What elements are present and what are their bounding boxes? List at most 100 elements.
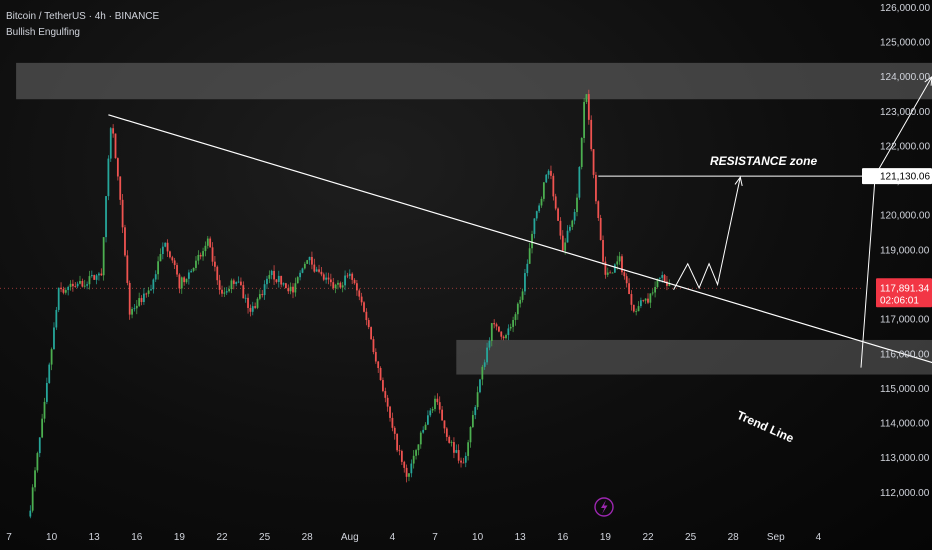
candle-body [60, 287, 62, 290]
candle-body [467, 442, 470, 456]
candle-body [528, 248, 531, 264]
candle-body [38, 437, 41, 454]
price-tick-label: 126,000.00 [880, 3, 930, 14]
date-tick-label: 7 [432, 532, 438, 543]
candle-body [550, 170, 552, 176]
candle-body [573, 212, 576, 221]
candle-body [171, 257, 174, 261]
candle-body [128, 282, 131, 315]
candle-body [509, 326, 512, 329]
candle-body [630, 294, 633, 305]
candle-body [486, 347, 488, 363]
candle-body [109, 128, 112, 159]
symbol-title: Bitcoin / TetherUS · 4h · BINANCE [6, 11, 160, 22]
candle-body [493, 323, 496, 325]
candle-body [299, 272, 301, 278]
candle-body [29, 510, 32, 517]
candle-body [100, 273, 103, 276]
candle-body [625, 276, 628, 284]
projection-path[interactable] [673, 177, 741, 290]
candle-body [436, 398, 439, 403]
candle-body [649, 293, 652, 303]
candle-body [154, 274, 157, 280]
candle-body [31, 487, 34, 511]
candle-body [311, 256, 313, 265]
candle-body [313, 264, 316, 272]
candle-body [254, 306, 257, 308]
candle-body [632, 304, 635, 312]
trend-line[interactable] [108, 114, 932, 427]
candle-body [611, 272, 614, 274]
date-tick-label: 28 [302, 532, 314, 543]
candle-body [524, 273, 526, 292]
candle-body [457, 450, 460, 461]
candle-body [498, 326, 500, 332]
candle-body [166, 242, 169, 252]
candle-body [453, 442, 455, 453]
candle-body [88, 276, 91, 285]
candle-body [322, 274, 325, 280]
candle-body [36, 453, 39, 471]
candle-body [512, 319, 514, 327]
candle-body [443, 420, 446, 429]
candle-body [597, 201, 600, 218]
candle-body [230, 280, 233, 290]
candle-body [266, 278, 268, 285]
date-tick-label: 25 [685, 532, 697, 543]
candle-body [580, 138, 583, 167]
candle-body [538, 205, 541, 212]
candle-body [490, 323, 493, 341]
candle-body [372, 339, 375, 353]
candle-body [393, 427, 396, 434]
candle-body [606, 272, 609, 275]
candle-body [460, 460, 462, 463]
candle-body [450, 442, 453, 443]
candle-body [604, 261, 607, 275]
candle-body [114, 133, 117, 159]
candle-body [45, 382, 48, 402]
price-tick-label: 122,000.00 [880, 141, 930, 152]
candle-body [469, 427, 472, 443]
candle-body [121, 199, 124, 228]
candle-body [434, 398, 436, 409]
candle-body [225, 291, 228, 293]
candle-body [50, 349, 53, 365]
candle-body [339, 282, 342, 288]
candle-body [455, 450, 458, 453]
candle-body [41, 418, 44, 438]
event-badge[interactable] [594, 497, 614, 517]
price-tick-label: 113,000.00 [880, 453, 930, 464]
candle-body [301, 268, 304, 273]
price-tick-label: 114,000.00 [880, 419, 930, 430]
price-tick-label: 115,000.00 [880, 384, 930, 395]
price-tick-label: 123,000.00 [880, 107, 930, 118]
candle-body [107, 158, 110, 197]
candle-body [547, 170, 550, 175]
candle-body [289, 286, 292, 292]
candle-body [240, 281, 242, 286]
candle-body [263, 284, 266, 296]
candle-body [422, 429, 425, 433]
candle-body [595, 174, 597, 202]
candle-body [391, 417, 394, 428]
candle-body [571, 220, 574, 227]
candle-body [587, 94, 590, 120]
candle-body [365, 311, 368, 321]
candle-body [403, 461, 406, 468]
bar-countdown: 02:06:01 [880, 295, 919, 306]
candle-body [145, 293, 148, 295]
candle-body [531, 233, 533, 249]
trend-line-label: Trend Line [735, 408, 796, 446]
date-tick-label: 19 [600, 532, 612, 543]
candle-body [244, 297, 247, 299]
candle-body [410, 463, 413, 474]
candle-body [462, 462, 465, 464]
candle-body [526, 263, 529, 274]
candle-body [62, 289, 65, 293]
candle-body [187, 272, 190, 279]
current-price-value: 117,891.34 [880, 283, 930, 294]
candle-body [602, 240, 604, 262]
candle-body [296, 277, 299, 284]
